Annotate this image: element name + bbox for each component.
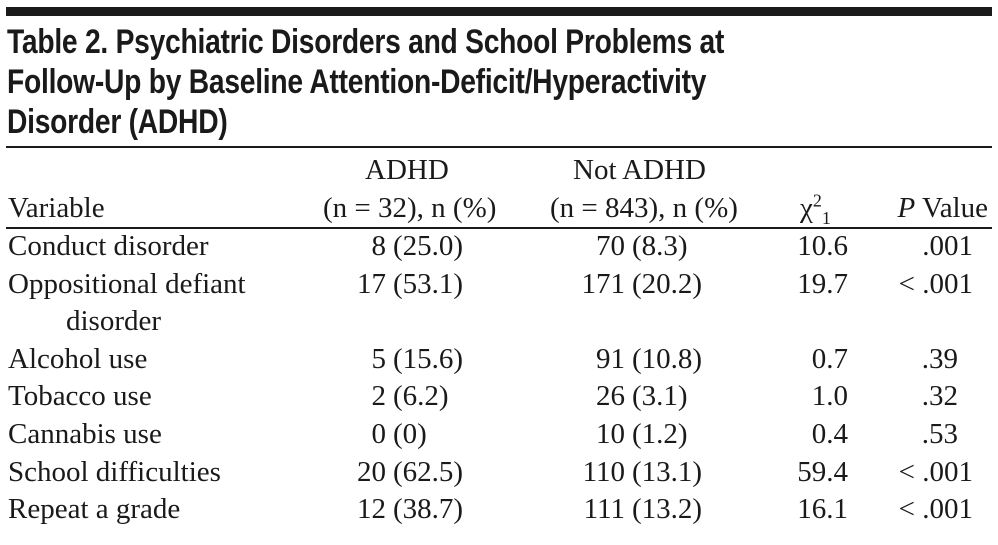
top-rule bbox=[6, 7, 992, 16]
not-adhd-percent: (8.3) bbox=[632, 230, 688, 262]
row-variable: Tobacco use bbox=[8, 380, 152, 413]
adhd-percent: (25.0) bbox=[393, 230, 464, 262]
adhd-count: 5 bbox=[371, 342, 387, 375]
p-value: .32 bbox=[921, 380, 958, 413]
title-line: Disorder (ADHD) bbox=[7, 103, 228, 141]
p-value: .001 bbox=[922, 230, 973, 262]
not-adhd-count: 111 bbox=[583, 493, 625, 526]
not-adhd-percent: (3.1) bbox=[632, 380, 688, 413]
adhd-percent: (15.6) bbox=[393, 342, 464, 375]
not-adhd-percent: (1.2) bbox=[632, 417, 688, 450]
not-adhd-percent: (13.2) bbox=[632, 493, 703, 526]
table-title: Table 2. Psychiatric Disorders and Schoo… bbox=[7, 22, 920, 142]
not-adhd-percent: (10.8) bbox=[632, 342, 703, 375]
header-adhd: ADHD bbox=[365, 154, 449, 186]
chi-square-value: 0.4 bbox=[811, 417, 848, 450]
chi-square-value: 59.4 bbox=[797, 455, 848, 488]
adhd-count: 0 bbox=[371, 417, 387, 450]
p-value: < .001 bbox=[898, 267, 973, 300]
header-not-adhd: Not ADHD bbox=[573, 154, 706, 186]
table-header: Variable ADHD (n = 32), n (%) Not ADHD (… bbox=[0, 150, 998, 228]
table-row: Alcohol use 5 (15.6) 91 (10.8) 0.7 .39 bbox=[0, 341, 998, 379]
adhd-count: 12 bbox=[357, 493, 386, 526]
header-not-adhd-n: (n = 843), n (%) bbox=[550, 192, 738, 224]
chi-square-value: 16.1 bbox=[797, 493, 848, 526]
header-p-value: P Value bbox=[897, 192, 988, 224]
not-adhd-count: 70 bbox=[596, 230, 625, 262]
adhd-count: 8 bbox=[371, 230, 387, 262]
adhd-percent: (0) bbox=[393, 417, 427, 450]
adhd-count: 2 bbox=[371, 380, 387, 413]
header-adhd-n: (n = 32), n (%) bbox=[323, 192, 497, 224]
p-value: .39 bbox=[921, 342, 958, 375]
not-adhd-percent: (13.1) bbox=[632, 455, 703, 488]
p-value: < .001 bbox=[898, 455, 973, 488]
chi-square-value: 19.7 bbox=[797, 267, 848, 300]
row-variable: School difficulties bbox=[8, 455, 221, 488]
not-adhd-percent: (20.2) bbox=[632, 267, 703, 300]
table-row: Tobacco use 2 (6.2) 26 (3.1) 1.0 .32 bbox=[0, 378, 998, 416]
p-value: .53 bbox=[921, 417, 958, 450]
table-row: Conduct disorder 8 (25.0) 70 (8.3) 10.6 .001 bbox=[0, 228, 998, 266]
table-row: Repeat a grade 12 (38.7) 111 (13.2) 16.1 < .00… bbox=[0, 491, 998, 529]
adhd-percent: (6.2) bbox=[393, 380, 449, 413]
not-adhd-count: 26 bbox=[596, 380, 625, 413]
not-adhd-count: 10 bbox=[596, 417, 625, 450]
adhd-percent: (62.5) bbox=[393, 455, 464, 488]
table-row: School difficulties 20 (62.5) 110 (13.1) 59.4… bbox=[0, 454, 998, 492]
header-chi-square: χ21 bbox=[800, 190, 831, 228]
row-variable: Repeat a grade bbox=[8, 493, 181, 526]
adhd-count: 17 bbox=[357, 267, 386, 300]
table-body: Conduct disorder 8 (25.0) 70 (8.3) 10.6 .001 Op… bbox=[0, 228, 998, 529]
not-adhd-count: 91 bbox=[596, 342, 625, 375]
row-variable: Alcohol use bbox=[8, 342, 148, 375]
row-variable: Cannabis use bbox=[8, 417, 162, 450]
p-value: < .001 bbox=[898, 493, 973, 526]
not-adhd-count: 171 bbox=[581, 267, 626, 300]
header-variable: Variable bbox=[8, 192, 105, 224]
not-adhd-count: 110 bbox=[582, 455, 625, 488]
table-row: Cannabis use 0 (0) 10 (1.2) 0.4 .53 bbox=[0, 416, 998, 454]
chi-square-value: 1.0 bbox=[811, 380, 848, 413]
chi-square-value: 10.6 bbox=[797, 230, 848, 262]
title-line: Table 2. Psychiatric Disorders and Schoo… bbox=[7, 23, 725, 61]
title-rule bbox=[6, 146, 992, 148]
title-line: Follow-Up by Baseline Attention-Deficit/… bbox=[7, 63, 707, 101]
row-variable: Conduct disorder bbox=[8, 230, 209, 262]
adhd-percent: (53.1) bbox=[393, 267, 464, 300]
adhd-count: 20 bbox=[357, 455, 386, 488]
table-row: Oppositional defiant disorder 17 (53.1) 171(… bbox=[0, 266, 998, 341]
adhd-percent: (38.7) bbox=[393, 493, 464, 526]
chi-square-value: 0.7 bbox=[811, 342, 848, 375]
header-rule bbox=[6, 227, 992, 229]
row-variable: Oppositional defiant disorder bbox=[8, 267, 246, 338]
